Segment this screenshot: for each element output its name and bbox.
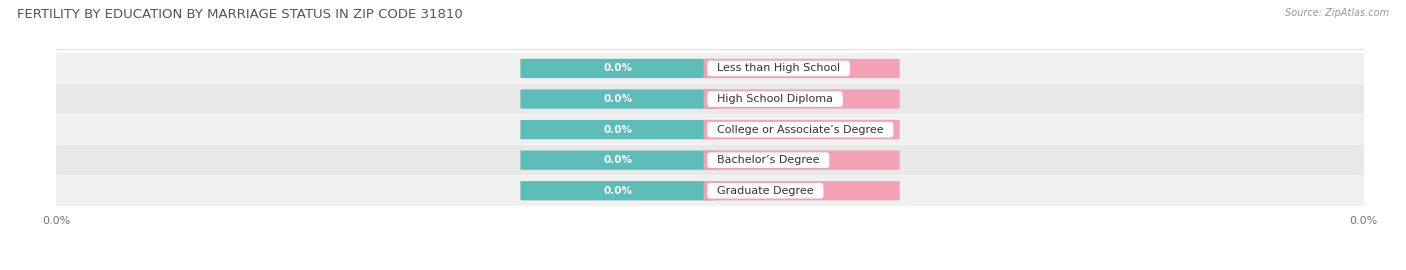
FancyBboxPatch shape (49, 53, 1371, 84)
Text: 0.0%: 0.0% (787, 124, 815, 135)
Text: High School Diploma: High School Diploma (710, 94, 839, 104)
Text: Bachelor’s Degree: Bachelor’s Degree (710, 155, 827, 165)
FancyBboxPatch shape (49, 145, 1371, 175)
Text: 0.0%: 0.0% (787, 63, 815, 73)
FancyBboxPatch shape (520, 120, 717, 139)
FancyBboxPatch shape (520, 59, 717, 78)
FancyBboxPatch shape (49, 84, 1371, 114)
Text: 0.0%: 0.0% (787, 94, 815, 104)
FancyBboxPatch shape (703, 120, 900, 139)
Text: FERTILITY BY EDUCATION BY MARRIAGE STATUS IN ZIP CODE 31810: FERTILITY BY EDUCATION BY MARRIAGE STATU… (17, 8, 463, 21)
FancyBboxPatch shape (703, 59, 900, 78)
Text: Graduate Degree: Graduate Degree (710, 186, 821, 196)
Text: 0.0%: 0.0% (787, 186, 815, 196)
Text: 0.0%: 0.0% (605, 63, 633, 73)
FancyBboxPatch shape (703, 181, 900, 200)
Text: 0.0%: 0.0% (605, 186, 633, 196)
FancyBboxPatch shape (520, 181, 717, 200)
FancyBboxPatch shape (520, 151, 717, 170)
Text: College or Associate’s Degree: College or Associate’s Degree (710, 124, 890, 135)
Text: 0.0%: 0.0% (605, 155, 633, 165)
FancyBboxPatch shape (703, 151, 900, 170)
Text: 0.0%: 0.0% (605, 94, 633, 104)
Text: 0.0%: 0.0% (605, 124, 633, 135)
FancyBboxPatch shape (49, 176, 1371, 206)
Text: Source: ZipAtlas.com: Source: ZipAtlas.com (1285, 8, 1389, 18)
Text: 0.0%: 0.0% (787, 155, 815, 165)
Text: Less than High School: Less than High School (710, 63, 848, 73)
FancyBboxPatch shape (49, 114, 1371, 145)
FancyBboxPatch shape (520, 89, 717, 109)
FancyBboxPatch shape (703, 89, 900, 109)
